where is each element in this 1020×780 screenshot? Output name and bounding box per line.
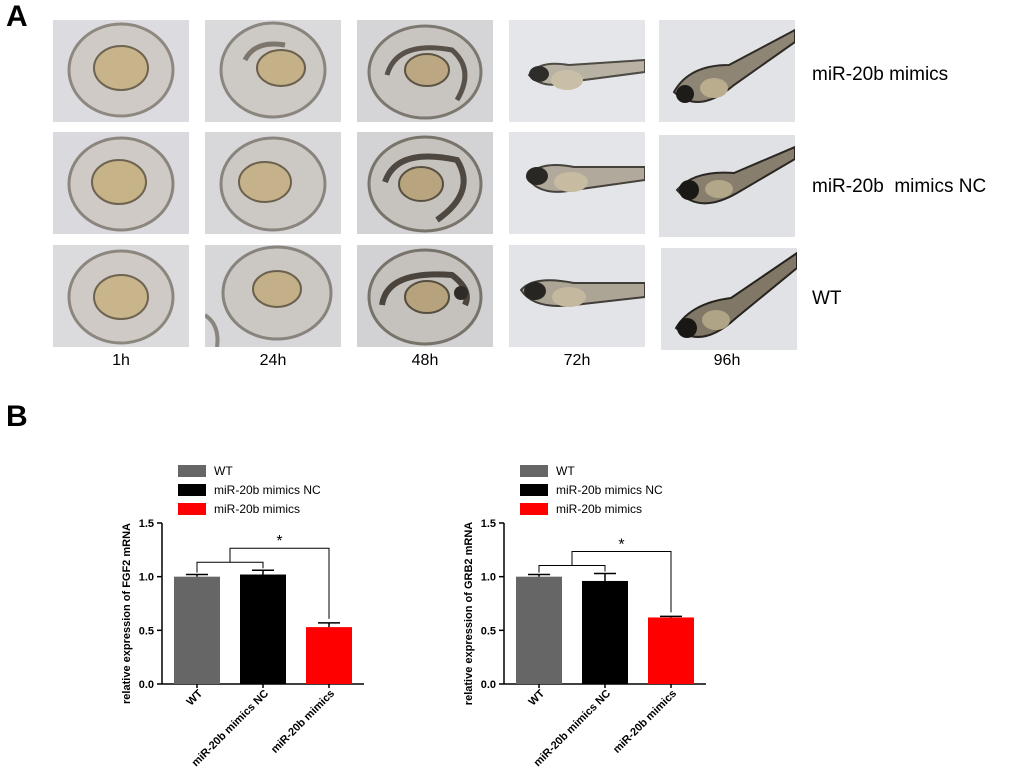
larva-photo-72h-wt [509,245,645,347]
legend-label-1: miR-20b mimics NC [214,483,321,497]
legend-label-2: miR-20b mimics [556,502,642,516]
time-label-48h: 48h [411,352,439,369]
legend-swatch-2 [520,503,548,515]
embryo-photo-24h-wt [205,245,341,347]
x-tick-label-2: miR-20b mimics [269,688,337,756]
embryo-photo-1h-wt [53,245,189,347]
bar-0 [174,576,220,684]
y-tick-label-1: 0.5 [139,625,154,637]
embryo-photo-24h-nc [205,132,341,234]
y-tick-label-2: 1.0 [481,572,496,584]
bar-1 [240,574,286,684]
embryo-photo-48h-nc [357,132,493,234]
legend-label-1: miR-20b mimics NC [556,483,663,497]
legend-swatch-0 [520,465,548,477]
larva-photo-72h-mimics [509,20,645,122]
bracket-left [538,564,606,573]
x-tick-label-2: miR-20b mimics [611,688,679,756]
larva-photo-96h-wt [661,248,797,350]
y-axis-label: relative expression of FGF2 mRNA [121,523,133,704]
row-label-mimics-nc: miR-20b mimics NC [812,176,987,197]
legend-swatch-0 [178,465,206,477]
bracket-right [571,550,672,613]
legend-swatch-1 [178,484,206,496]
time-label-96h: 96h [713,352,741,369]
x-tick-label-1: miR-20b mimics NC [532,688,614,770]
legend-label-0: WT [556,464,575,478]
larva-photo-96h-nc [659,135,795,237]
time-label-24h: 24h [259,352,287,369]
y-tick-label-1: 0.5 [481,625,496,637]
row-label-mimics: miR-20b mimics [812,64,949,85]
x-tick-label-0: WT [185,687,206,708]
y-tick-label-3: 1.5 [139,518,154,530]
y-tick-label-0: 0.0 [139,679,154,691]
embryo-photo-48h-wt [357,245,493,347]
legend-swatch-2 [178,503,206,515]
panel-b-label: B [6,400,28,433]
y-tick-label-2: 1.0 [139,572,154,584]
legend-swatch-1 [520,484,548,496]
larva-photo-96h-mimics [659,20,795,122]
embryo-photo-1h-nc [53,132,189,234]
bar-0 [516,576,562,684]
significance-star: * [618,536,624,553]
y-tick-label-3: 1.5 [481,518,496,530]
bracket-right [229,547,330,619]
fgf2-bar-chart: WT miR-20b mimics NC miR-20b mimics 0.0 0.5 1… [110,455,410,780]
embryo-photo-24h-mimics [205,20,341,122]
time-label-72h: 72h [563,352,591,369]
grb2-bar-chart: WT miR-20b mimics NC miR-20b mimics 0.0 0.5 1… [452,455,752,780]
larva-photo-72h-nc [509,132,645,234]
panel-a-label: A [6,0,28,33]
bar-1 [582,580,628,684]
y-tick-label-0: 0.0 [481,679,496,691]
time-label-1h: 1h [112,352,130,369]
bar-2 [648,617,694,684]
significance-star: * [276,533,282,550]
bracket-left [196,561,264,573]
embryo-photo-48h-mimics [357,20,493,122]
x-tick-label-1: miR-20b mimics NC [190,688,272,770]
legend-label-0: WT [214,464,233,478]
embryo-photo-1h-mimics [53,20,189,122]
bar-2 [306,627,352,684]
legend-label-2: miR-20b mimics [214,502,300,516]
x-tick-label-0: WT [527,687,548,708]
y-axis-label: relative expression of GRB2 mRNA [463,522,475,705]
row-label-wt: WT [812,288,842,309]
